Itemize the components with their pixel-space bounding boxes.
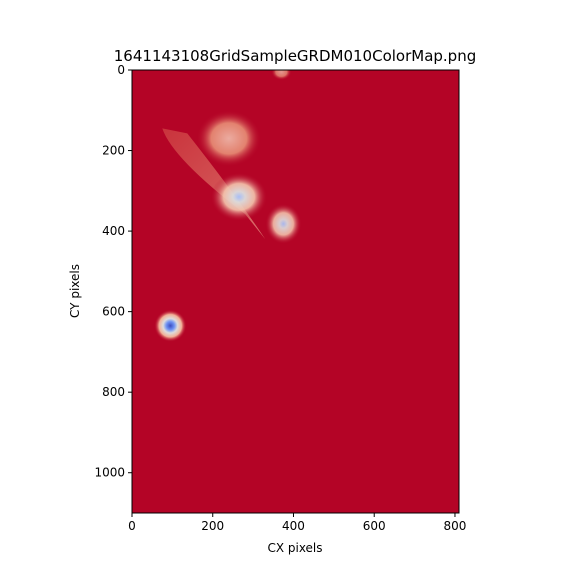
streak-feature-2: [162, 128, 266, 240]
y-axis-label: CY pixels: [68, 264, 82, 318]
x-tick-label: 200: [201, 519, 224, 533]
blob-feature-5: [154, 309, 187, 342]
y-tick-label: 800: [102, 385, 125, 399]
x-tick-label: 400: [282, 519, 305, 533]
x-axis: 0 200 400 600 800: [128, 513, 466, 533]
plot-frame: [131, 69, 460, 514]
y-tick-label: 400: [102, 224, 125, 238]
y-tick-label: 200: [102, 144, 125, 158]
x-tick-label: 600: [363, 519, 386, 533]
x-axis-label: CX pixels: [267, 541, 322, 555]
blob-feature-0: [271, 70, 292, 81]
chart-title: 1641143108GridSampleGRDM010ColorMap.png: [114, 47, 476, 65]
heatmap-features: [154, 70, 302, 342]
y-axis: 0 200 400 600 800 1000: [94, 63, 132, 480]
y-tick-label: 600: [102, 305, 125, 319]
blob-feature-3: [210, 172, 268, 222]
blob-feature-1: [196, 110, 262, 167]
y-tick-label: 1000: [94, 466, 125, 480]
x-tick-label: 800: [444, 519, 467, 533]
x-tick-label: 0: [128, 519, 136, 533]
blob-feature-4: [265, 203, 302, 244]
y-tick-label: 0: [117, 63, 125, 77]
